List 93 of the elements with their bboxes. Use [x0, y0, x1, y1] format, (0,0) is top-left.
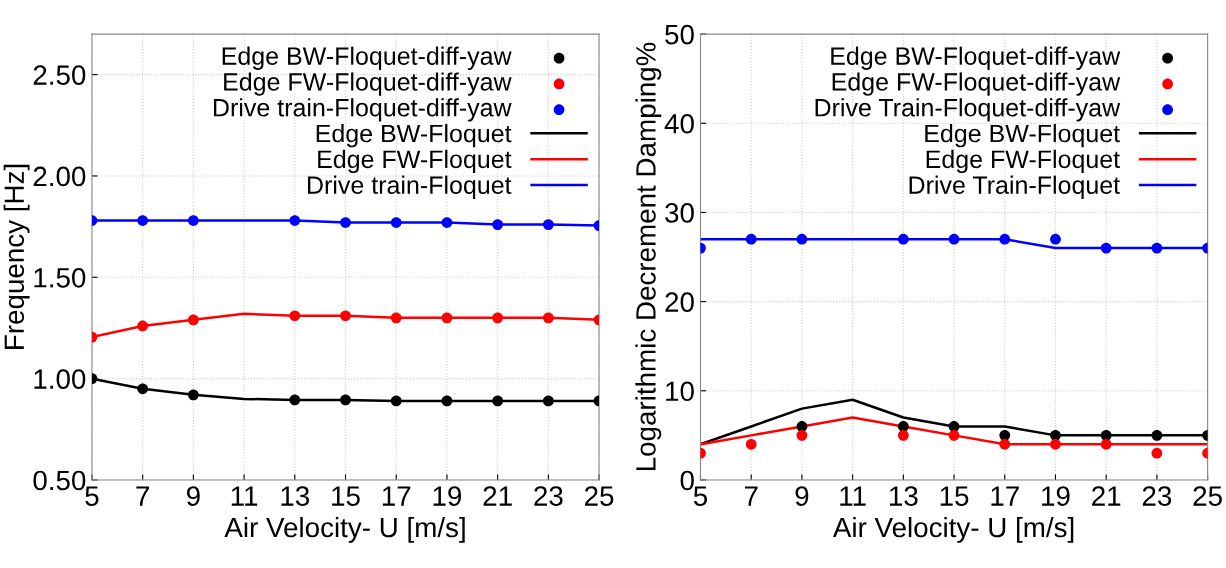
point [137, 215, 149, 226]
point [999, 233, 1011, 245]
legend-label: Drive train-Floquet [308, 175, 512, 199]
x-tick-label: 15 [332, 486, 360, 506]
y-tick-label: 0 [680, 470, 694, 491]
x-tick-label: 25 [585, 486, 614, 506]
y-tick-label: 1.00 [34, 369, 86, 389]
point [1050, 429, 1061, 441]
point [948, 233, 960, 245]
point [1151, 447, 1163, 459]
x-tick-label: 13 [890, 486, 918, 506]
point [289, 394, 301, 406]
x-tick-label: 23 [1142, 486, 1172, 506]
y-tick-label: 10 [666, 381, 694, 402]
point [137, 383, 149, 395]
x-tick-label: 9 [795, 486, 809, 506]
legend-label: Edge BW-Floquet [316, 123, 512, 148]
point [745, 233, 757, 245]
point [340, 394, 351, 406]
point [137, 320, 149, 332]
x-tick-label: 13 [281, 486, 310, 506]
point [1050, 233, 1061, 245]
x-tick-label: 11 [231, 486, 258, 506]
legend-label: Edge FW-Floquet-diff-yaw [832, 72, 1121, 96]
y-tick-label: 20 [665, 292, 694, 312]
x-tick-label: 21 [483, 486, 512, 506]
x-tick-label: 5 [693, 486, 708, 506]
legend-label: Edge BW-Floquet [925, 123, 1120, 148]
x-tick-label: 7 [136, 486, 149, 506]
x-axis-title: Air Velocity- U [m/s] [832, 516, 1074, 543]
legend-label: Drive Train-Floquet-diff-yaw [815, 98, 1121, 122]
point [390, 217, 402, 228]
legend-label: Drive train-Floquet-diff-yaw [213, 98, 512, 122]
x-axis-title: Air Velocity- U [m/s] [224, 516, 465, 543]
x-tick-label: 23 [534, 486, 563, 506]
point [745, 438, 757, 450]
x-tick-label: 7 [744, 486, 758, 506]
point [1151, 429, 1163, 441]
x-tick-label: 9 [186, 486, 200, 506]
x-tick-label: 17 [382, 486, 411, 506]
point [897, 421, 909, 432]
point [948, 429, 960, 441]
point [187, 389, 199, 401]
y-tick-label: 50 [665, 24, 694, 45]
point [1100, 438, 1112, 450]
x-tick-label: 19 [433, 486, 462, 506]
y-axis-title: Frequency [Hz] [3, 164, 30, 349]
point [1100, 242, 1112, 254]
y-tick-label: 40 [664, 113, 694, 134]
point [492, 395, 504, 407]
y-axis-title: Logarithmic Decrement Damping% [635, 42, 662, 471]
point [289, 310, 301, 322]
y-tick-label: 1.50 [34, 267, 86, 288]
point [897, 233, 909, 245]
point [390, 312, 402, 324]
point [542, 312, 554, 324]
point [796, 233, 808, 245]
point [441, 312, 453, 324]
point [187, 314, 199, 326]
legend-label: Edge BW-Floquet-diff-yaw [222, 46, 512, 70]
y-tick-label: 2.50 [33, 65, 86, 85]
x-tick-label: 17 [991, 486, 1019, 506]
y-tick-label: 30 [665, 203, 694, 223]
point [999, 429, 1011, 441]
x-tick-label: 25 [1193, 486, 1222, 506]
point [390, 395, 402, 407]
x-tick-label: 21 [1092, 486, 1121, 506]
point [1050, 438, 1061, 450]
x-tick-label: 5 [85, 486, 99, 506]
legend-label: Drive Train-Floquet [909, 175, 1120, 199]
legend-label: Edge BW-Floquet-diff-yaw [831, 46, 1121, 70]
point [492, 312, 504, 324]
legend-label: Edge FW-Floquet [926, 149, 1120, 174]
x-tick-label: 19 [1042, 486, 1070, 506]
point [340, 217, 351, 228]
point [999, 438, 1011, 450]
point [796, 429, 808, 441]
point [542, 219, 554, 230]
point [492, 219, 504, 230]
point [187, 215, 199, 226]
legend-label: Edge FW-Floquet-diff-yaw [224, 72, 512, 96]
point [441, 395, 453, 407]
y-tick-label: 2.00 [33, 166, 86, 187]
x-tick-label: 15 [940, 486, 969, 506]
legend-label: Edge FW-Floquet [318, 149, 512, 174]
point [289, 215, 301, 226]
point [1151, 242, 1163, 254]
y-tick-label: 0.50 [33, 470, 86, 491]
point [897, 429, 909, 441]
point [542, 395, 554, 407]
point [340, 310, 351, 322]
point [441, 217, 453, 228]
x-tick-label: 11 [840, 486, 866, 506]
